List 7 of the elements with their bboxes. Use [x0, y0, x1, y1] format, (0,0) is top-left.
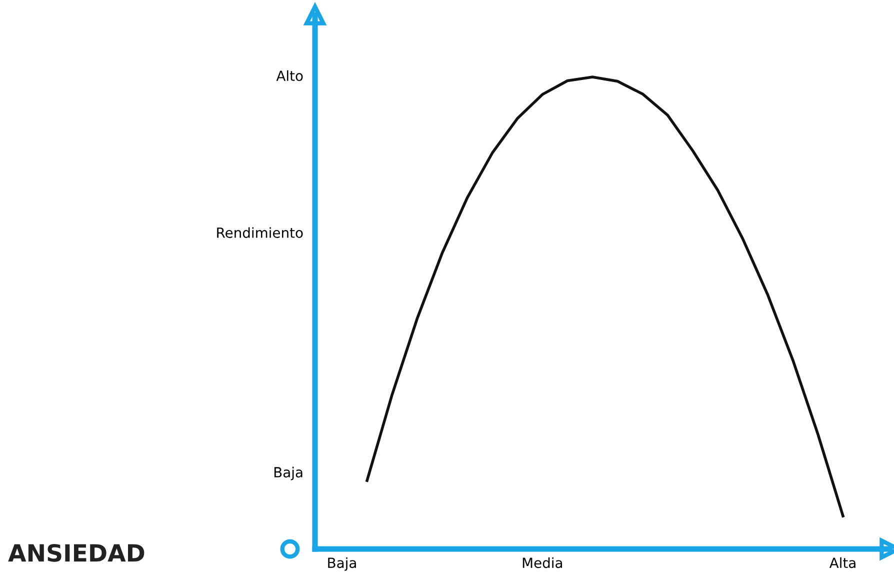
x-tick-label: Media — [522, 557, 562, 568]
y-axis-title: Rendimiento — [217, 227, 303, 238]
text: Alto — [276, 70, 303, 82]
x-tick-label: Baja — [328, 557, 356, 571]
text: Baja — [274, 466, 302, 480]
x-tick-label: Alta — [829, 557, 856, 568]
text: ANSIEDAD — [8, 544, 144, 562]
